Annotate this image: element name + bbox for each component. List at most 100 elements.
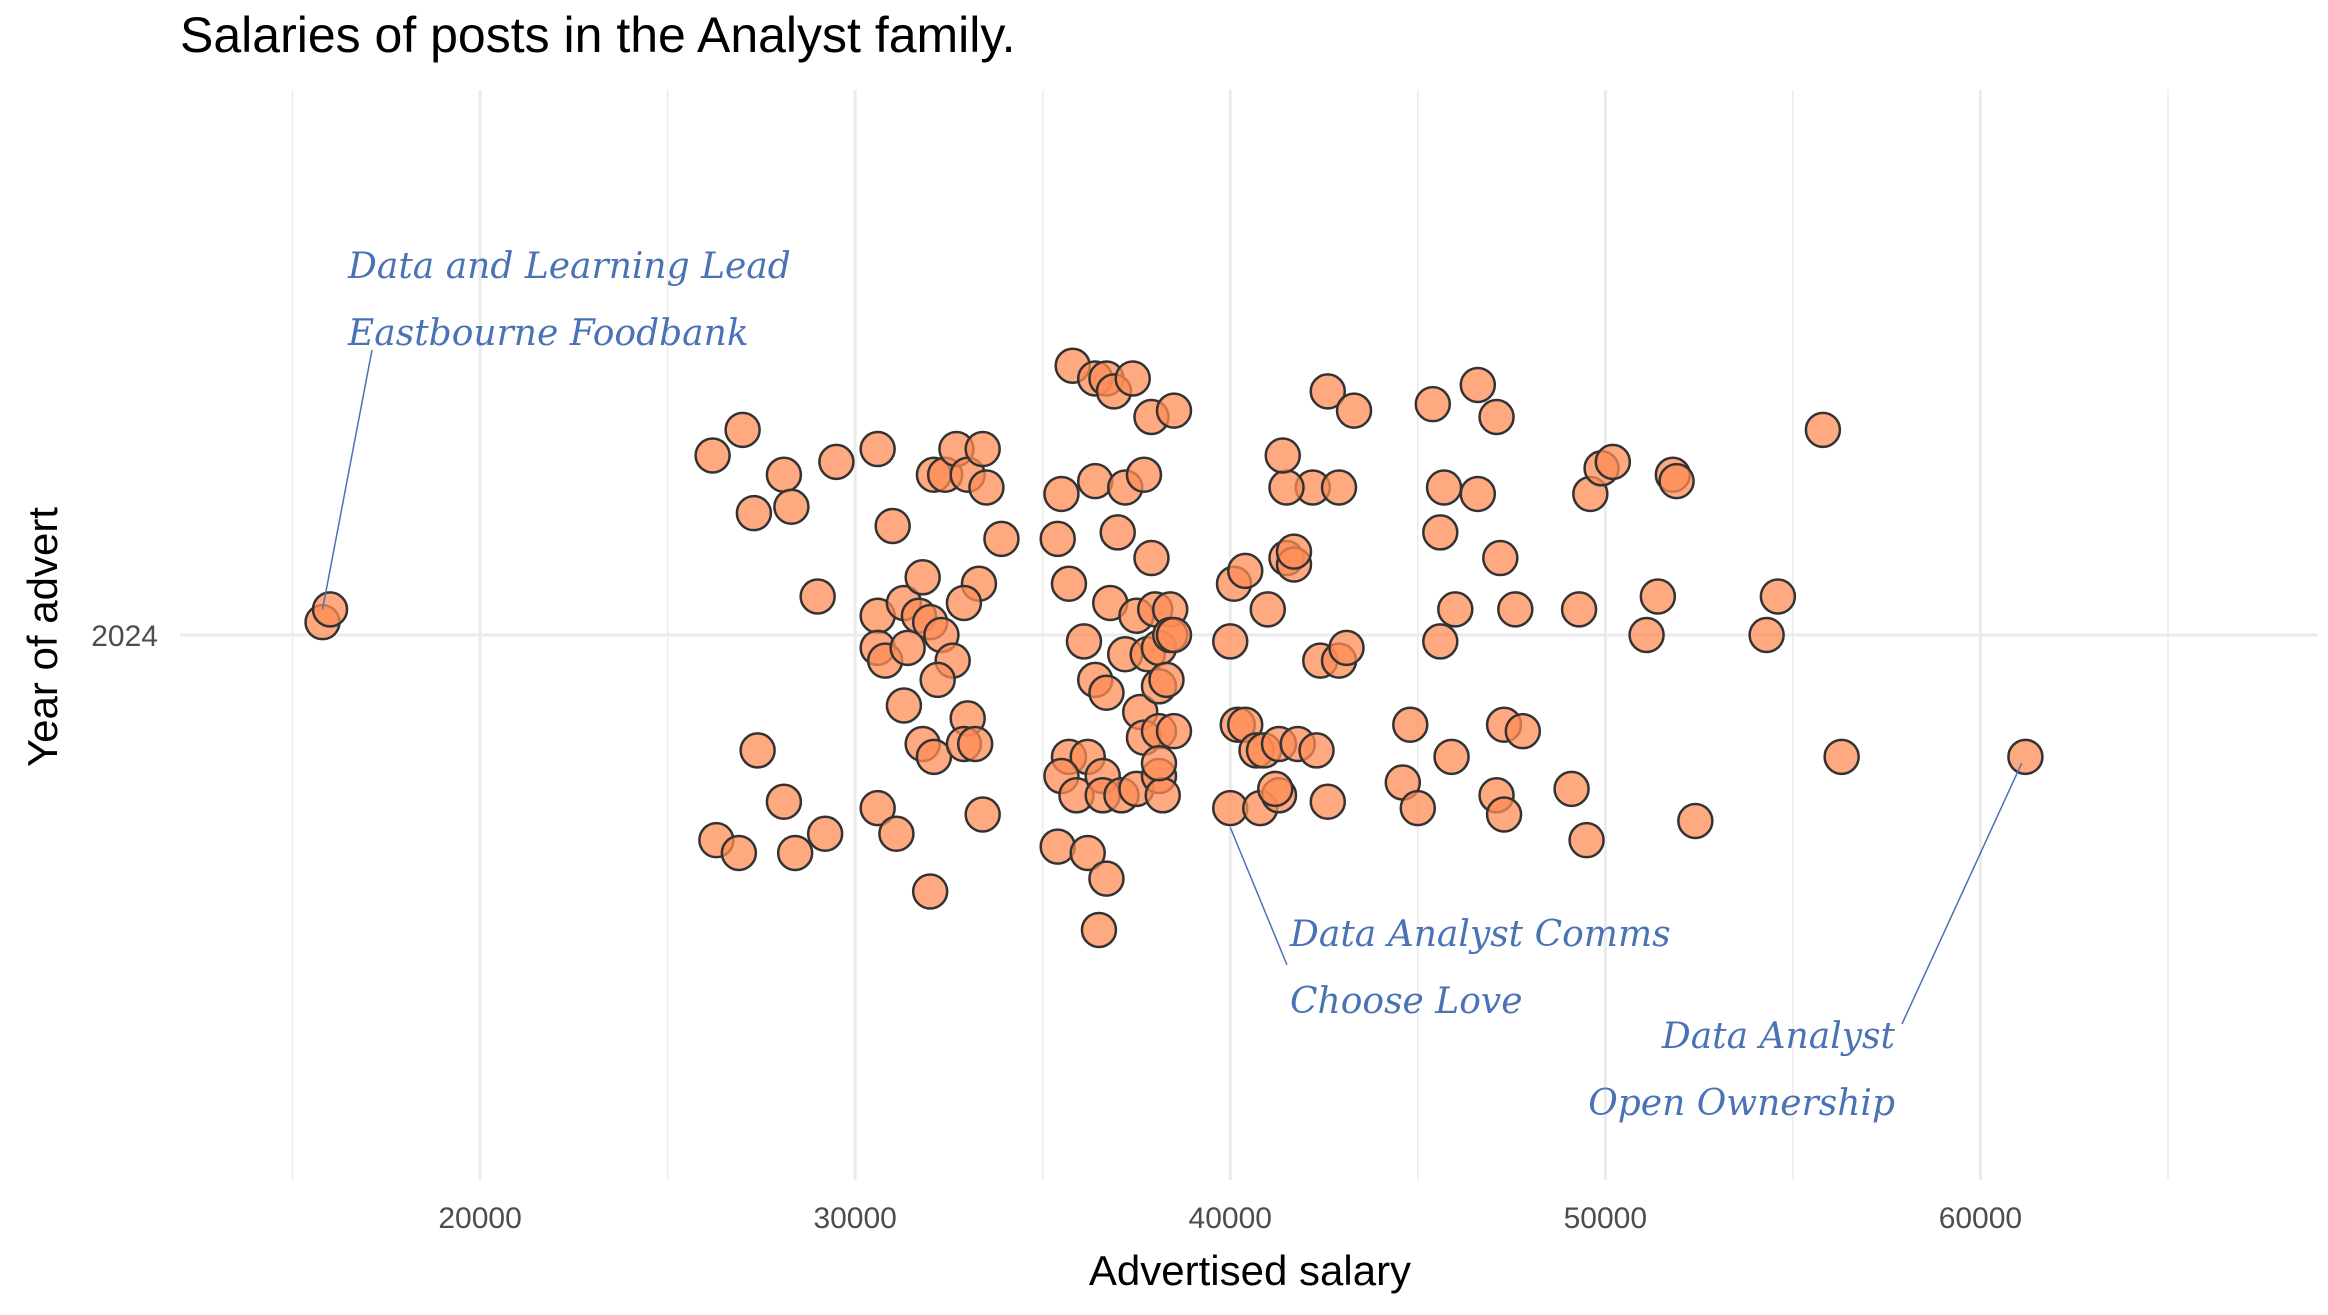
data-point	[1823, 738, 1860, 776]
data-point	[1335, 392, 1373, 429]
data-points	[304, 347, 2044, 949]
data-point	[765, 456, 803, 493]
data-point	[1497, 591, 1534, 628]
data-point	[1437, 591, 1474, 628]
data-point	[1568, 821, 1605, 859]
data-point	[968, 469, 1005, 506]
data-point	[964, 430, 1001, 468]
annotation-label: Eastbourne Foodbank	[347, 313, 749, 354]
data-point	[2007, 738, 2044, 776]
data-point	[1459, 475, 1497, 513]
data-point	[1043, 475, 1080, 513]
data-point	[1099, 514, 1136, 551]
data-point	[1065, 623, 1103, 660]
data-point	[1264, 437, 1302, 474]
data-point	[1628, 616, 1665, 654]
data-point	[1309, 783, 1347, 820]
data-point	[885, 687, 923, 724]
data-point	[818, 443, 855, 481]
data-point	[1133, 539, 1170, 577]
data-point	[1399, 789, 1437, 827]
data-point	[1594, 443, 1632, 481]
data-point	[1425, 469, 1463, 506]
annotation-leader-line	[1229, 827, 1288, 966]
data-point	[904, 559, 941, 596]
data-point	[1088, 860, 1125, 897]
data-point	[859, 430, 896, 468]
data-point	[1155, 616, 1193, 654]
data-point	[1076, 462, 1114, 500]
data-point	[1144, 777, 1181, 814]
annotations: Data and Learning Lead Eastbourne Foodban…	[321, 246, 2023, 1124]
data-point	[964, 796, 1001, 833]
data-point	[1658, 462, 1695, 500]
data-point	[1482, 539, 1519, 577]
data-point	[1069, 834, 1106, 872]
data-point	[874, 507, 911, 545]
data-point	[694, 437, 731, 474]
annotation-label: Data and Learning Lead	[347, 246, 791, 287]
data-point	[1114, 360, 1151, 397]
data-point	[1257, 770, 1294, 808]
x-tick-label: 20000	[438, 1202, 521, 1235]
x-tick-label: 30000	[813, 1202, 896, 1235]
chart-title: Salaries of posts in the Analyst family.	[180, 7, 1016, 63]
data-point	[1039, 828, 1076, 865]
data-point	[1459, 366, 1497, 404]
y-tick-label: 2024	[91, 620, 158, 653]
data-point	[1478, 398, 1515, 436]
data-point	[1309, 373, 1347, 410]
annotation-leader-line	[1901, 762, 2023, 1025]
data-point	[1759, 578, 1797, 615]
annotation-label: Data Analyst Comms	[1289, 914, 1671, 955]
data-point	[1639, 578, 1677, 615]
data-point	[1677, 802, 1714, 840]
data-point	[1155, 392, 1193, 429]
data-point	[1553, 770, 1590, 808]
data-point	[1140, 744, 1178, 782]
data-point	[799, 578, 836, 615]
tick-labels: 20000 30000 40000 50000 60000 2024	[91, 620, 2022, 1235]
data-point	[739, 732, 776, 769]
data-point	[915, 738, 953, 776]
data-point	[1433, 738, 1470, 776]
data-point	[1392, 706, 1429, 744]
data-point	[945, 584, 983, 622]
data-point	[1148, 661, 1185, 699]
y-axis-title: Year of advert	[19, 507, 66, 767]
data-point	[1504, 712, 1542, 750]
data-point	[1039, 520, 1076, 558]
annotation-leader-line	[321, 349, 373, 610]
x-tick-label: 50000	[1564, 1202, 1647, 1235]
data-point	[1485, 796, 1523, 833]
data-point	[889, 629, 926, 667]
annotation-label: Choose Love	[1290, 981, 1523, 1022]
data-point	[776, 834, 814, 872]
data-point	[1422, 623, 1459, 660]
data-point	[1414, 385, 1452, 423]
data-point	[773, 488, 810, 526]
data-point	[765, 783, 803, 820]
data-point	[1080, 911, 1118, 949]
data-point	[1211, 623, 1249, 660]
data-point	[919, 661, 956, 699]
annotation-label: Data Analyst	[1661, 1016, 1896, 1057]
x-tick-label: 60000	[1939, 1202, 2022, 1235]
data-point	[1275, 533, 1313, 570]
data-point	[911, 873, 949, 910]
data-point	[859, 789, 896, 827]
data-point	[1226, 552, 1264, 590]
data-point	[720, 834, 758, 872]
data-point	[724, 411, 761, 449]
data-point	[735, 494, 773, 532]
data-point	[1320, 469, 1358, 506]
data-point	[1560, 591, 1598, 628]
data-point	[1268, 469, 1305, 506]
x-tick-label: 40000	[1189, 1202, 1272, 1235]
data-point	[983, 520, 1020, 558]
data-point	[806, 815, 844, 853]
annotation-label: Open Ownership	[1588, 1083, 1895, 1124]
data-point	[1155, 712, 1193, 750]
data-point	[1125, 456, 1163, 493]
